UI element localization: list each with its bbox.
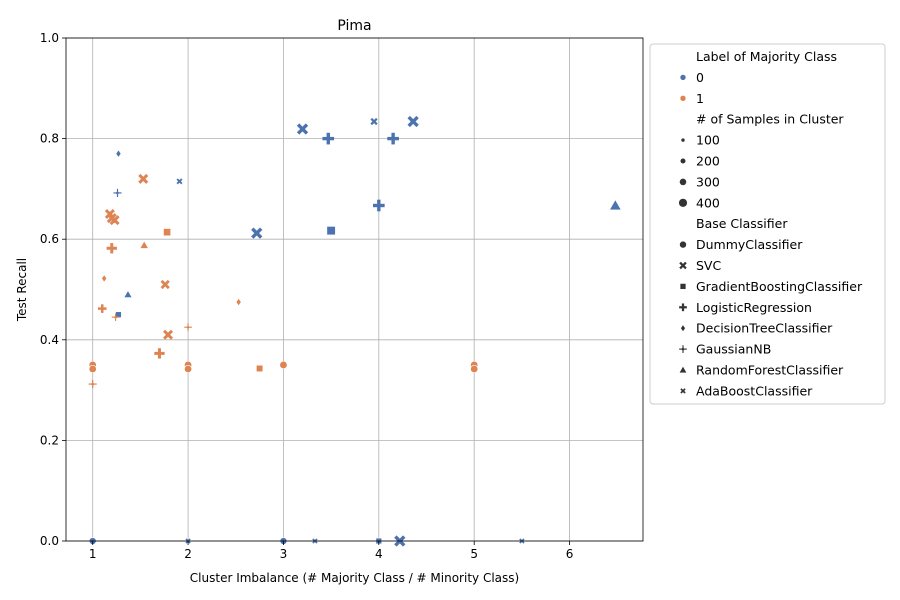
data-point — [184, 323, 192, 332]
data-point — [160, 279, 170, 290]
legend: Label of Majority Class 0 1 # of Samples in… — [649, 43, 886, 405]
legend-entry: GradientBoostingClassifier — [696, 279, 863, 294]
y-tick-label: 0.8 — [40, 132, 59, 146]
data-point — [235, 297, 242, 307]
y-axis-label: Test Recall — [15, 258, 29, 322]
legend-entry: RandomForestClassifier — [696, 363, 844, 378]
data-point — [106, 243, 117, 254]
y-tick-label: 0.2 — [40, 433, 59, 447]
legend-marker — [680, 388, 686, 394]
legend-entry: 300 — [696, 174, 720, 189]
y-tick-label: 0.6 — [40, 232, 59, 246]
legend-entry: DummyClassifier — [696, 237, 803, 252]
legend-entry: GaussianNB — [696, 342, 771, 357]
legend-marker — [679, 303, 687, 312]
plot-frame — [65, 37, 644, 542]
legend-entry: SVC — [696, 258, 721, 273]
data-point — [113, 188, 122, 197]
data-point — [109, 215, 120, 226]
x-tick-label: 6 — [566, 547, 574, 561]
legend-entry: 0 — [696, 70, 704, 85]
y-tick-label: 0.0 — [40, 534, 59, 548]
data-point — [326, 226, 336, 236]
data-point — [279, 360, 288, 369]
data-point — [184, 364, 193, 373]
data-point — [154, 348, 165, 359]
data-point — [372, 199, 385, 212]
data-point — [176, 178, 183, 185]
legend-marker — [679, 95, 687, 102]
data-point — [97, 304, 107, 313]
data-point — [115, 149, 122, 158]
x-tick-label: 4 — [375, 547, 383, 561]
data-point — [88, 379, 97, 389]
data-point — [123, 289, 133, 298]
data-point — [387, 132, 399, 145]
data-point — [88, 364, 97, 373]
legend-entry: AdaBoostClassifier — [696, 383, 813, 398]
legend-entry: 100 — [696, 133, 720, 148]
data-point — [101, 274, 108, 283]
x-tick-label: 2 — [184, 547, 192, 561]
y-tick-label: 0.4 — [40, 333, 59, 347]
legend-marker — [679, 74, 687, 81]
data-point — [111, 313, 120, 321]
legend-marker — [679, 240, 687, 249]
legend-heading: Label of Majority Class — [696, 49, 837, 64]
data-point — [139, 240, 150, 249]
data-point — [251, 227, 263, 239]
legend-marker — [679, 283, 687, 290]
chart-title: Pima — [337, 18, 371, 34]
axis-ticks: 1 2 3 4 5 6 0.0 0.2 0.4 0.6 0.8 1.0 — [40, 31, 573, 561]
legend-marker — [680, 137, 686, 143]
legend-entry: 400 — [696, 195, 720, 210]
legend-marker — [680, 324, 686, 333]
x-axis-label: Cluster Imbalance (# Majority Class / # … — [190, 571, 519, 585]
legend-entry: LogisticRegression — [696, 300, 812, 315]
plot-background — [66, 38, 643, 541]
y-tick-label: 1.0 — [40, 31, 59, 45]
legend-entry: 1 — [696, 91, 704, 106]
x-tick-label: 5 — [470, 547, 478, 561]
legend-heading: Base Classifier — [696, 216, 788, 231]
data-point — [256, 364, 264, 373]
legend-marker — [678, 198, 688, 208]
data-point — [609, 199, 622, 211]
legend-marker — [679, 157, 687, 165]
data-point — [138, 173, 149, 184]
legend-marker — [679, 345, 687, 353]
data-point — [370, 117, 378, 126]
data-point — [470, 364, 479, 373]
legend-entry: DecisionTreeClassifier — [696, 321, 833, 336]
data-point — [322, 132, 335, 145]
data-point — [407, 115, 419, 128]
legend-frame — [649, 43, 886, 405]
data-point — [163, 329, 174, 340]
legend-marker — [678, 365, 688, 374]
legend-entry: 200 — [696, 154, 720, 169]
data-point — [163, 228, 172, 237]
x-tick-label: 3 — [280, 547, 288, 561]
legend-marker — [679, 177, 687, 186]
data-point — [296, 123, 309, 135]
x-tick-label: 1 — [89, 547, 97, 561]
legend-heading: # of Samples in Cluster — [696, 112, 844, 127]
legend-marker — [679, 261, 687, 270]
